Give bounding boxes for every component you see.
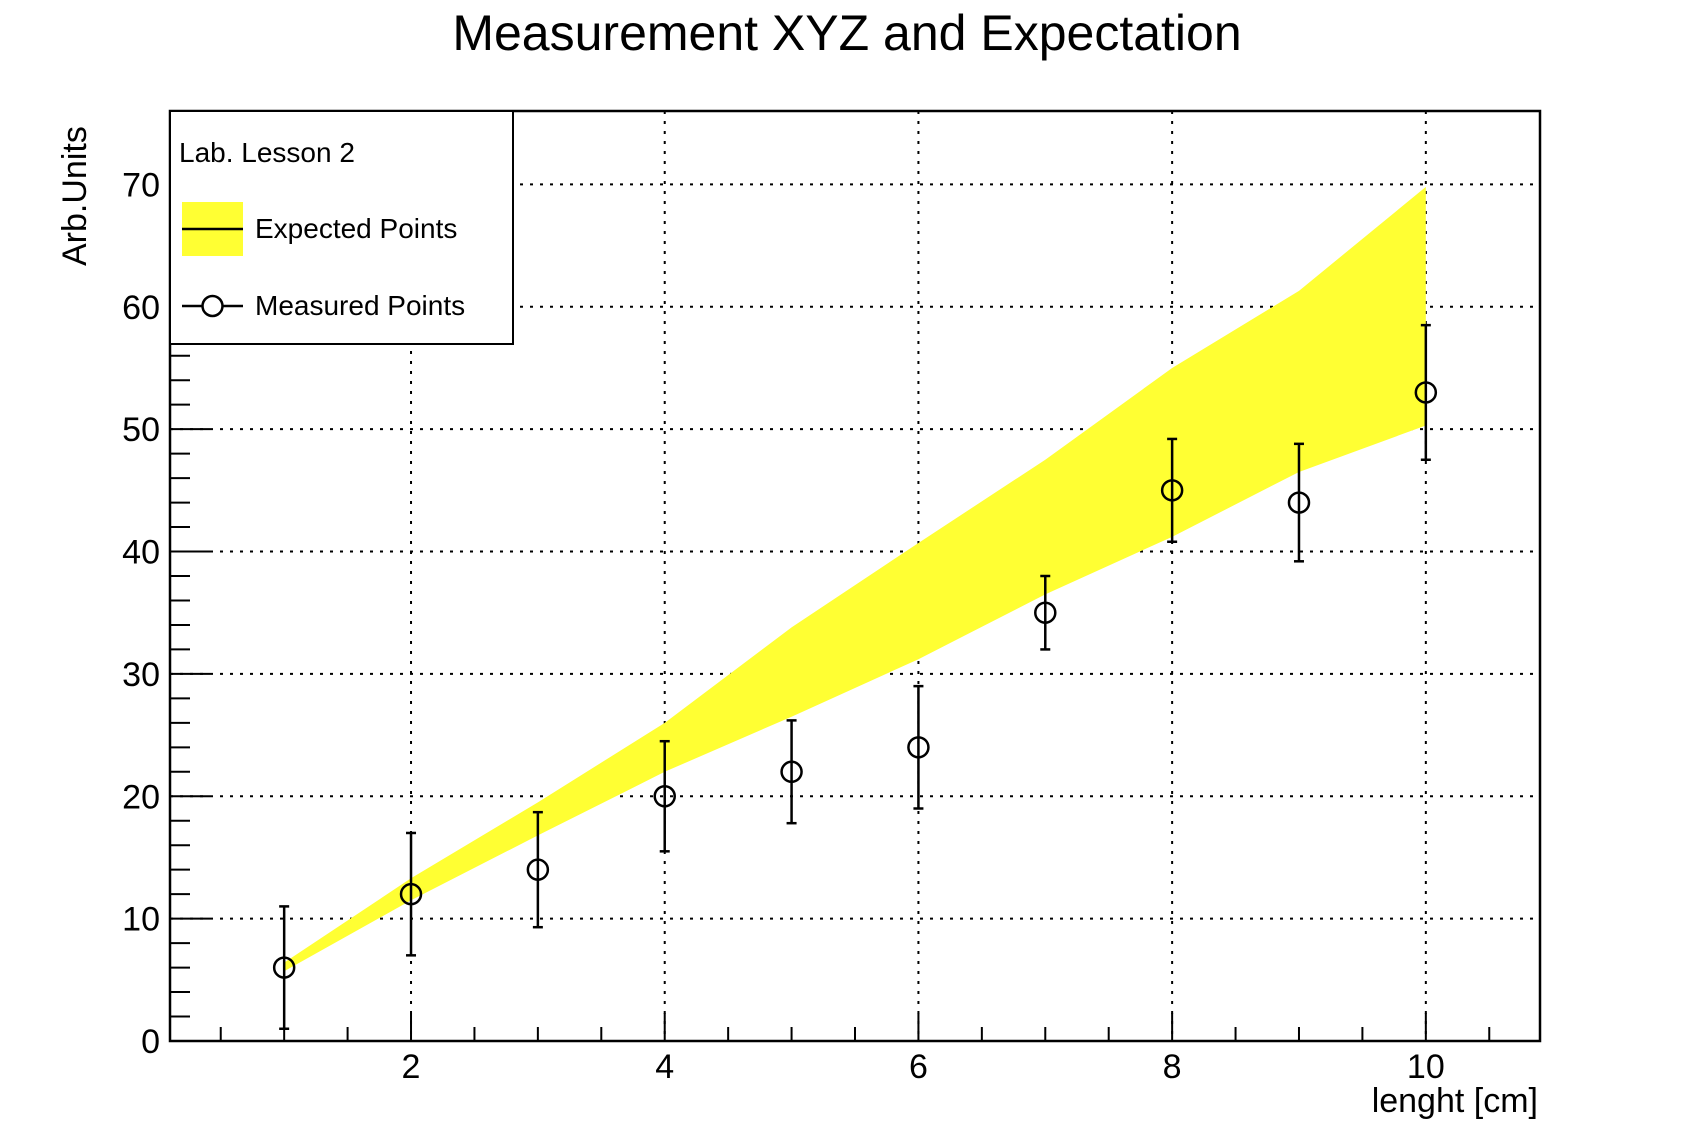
x-tick-labels: 2 4 6 8 10 bbox=[402, 1048, 1445, 1086]
plot-frame bbox=[168, 109, 1542, 1043]
x-tick-label: 4 bbox=[655, 1048, 674, 1086]
data-point bbox=[1034, 601, 1057, 624]
expected-band-area bbox=[284, 186, 1426, 972]
y-tick-label: 70 bbox=[122, 166, 160, 204]
data-point bbox=[653, 785, 676, 808]
x-tick-label: 2 bbox=[402, 1048, 421, 1086]
data-point bbox=[1287, 491, 1311, 514]
y-tick-label: 60 bbox=[122, 289, 160, 327]
legend-entry-measured: Measured Points bbox=[255, 290, 465, 321]
y-tick-label: 40 bbox=[122, 534, 160, 572]
data-point bbox=[907, 736, 930, 759]
y-tick-label: 0 bbox=[141, 1023, 160, 1061]
y-axis-label: Arb.Units bbox=[56, 126, 94, 266]
x-tick-label: 8 bbox=[1163, 1048, 1182, 1086]
legend-entry-expected: Expected Points bbox=[255, 213, 457, 244]
x-tick-label: 6 bbox=[909, 1048, 928, 1086]
y-tick-label: 10 bbox=[122, 901, 160, 939]
y-tick-label: 20 bbox=[122, 778, 160, 816]
x-axis-label: lenght [cm] bbox=[1372, 1082, 1538, 1120]
expected-band bbox=[284, 186, 1426, 972]
y-tick-label: 30 bbox=[122, 656, 160, 694]
y-tick-label: 50 bbox=[122, 411, 160, 449]
data-point bbox=[272, 956, 296, 979]
x-tick-label: 10 bbox=[1407, 1048, 1445, 1086]
legend: Lab. Lesson 2 Expected Points Measured P… bbox=[169, 110, 514, 345]
data-point bbox=[780, 760, 803, 784]
legend-header: Lab. Lesson 2 bbox=[179, 137, 355, 168]
legend-point-marker bbox=[201, 294, 224, 318]
data-point bbox=[1160, 479, 1184, 502]
data-point bbox=[1414, 381, 1438, 404]
data-point bbox=[526, 858, 550, 881]
measured-points bbox=[272, 323, 1438, 1031]
data-point bbox=[399, 882, 423, 906]
y-tick-labels: 0 10 20 30 40 50 60 70 bbox=[122, 166, 160, 1061]
chart-title: Measurement XYZ and Expectation bbox=[452, 5, 1241, 61]
